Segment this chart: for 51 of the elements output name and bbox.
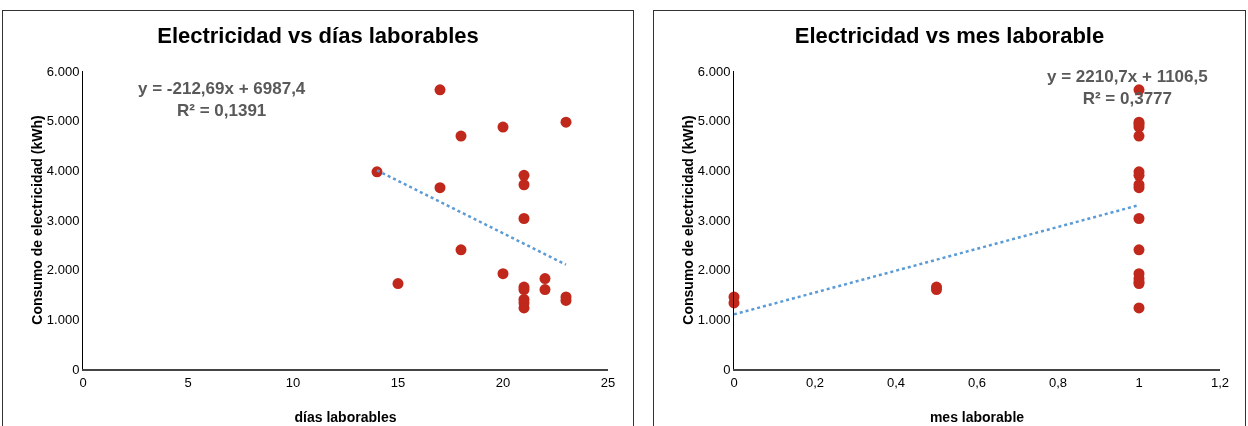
x-tick-label: 5 bbox=[184, 374, 192, 390]
annotation: R² = 0,3777 bbox=[1082, 89, 1173, 109]
y-tick-label: 0 bbox=[723, 361, 731, 377]
point bbox=[434, 182, 446, 194]
y-tick-label: 5.000 bbox=[697, 113, 731, 129]
x-tick-label: 0,8 bbox=[1048, 374, 1068, 390]
point bbox=[1133, 213, 1145, 225]
annotation: y = 2210,7x + 1106,5 bbox=[1047, 67, 1208, 86]
x-tick-label: 1,2 bbox=[1210, 374, 1230, 390]
x-tick-label: 1 bbox=[1135, 374, 1143, 390]
x-axis-title: días laborables bbox=[294, 409, 397, 425]
y-tick-label: 5.000 bbox=[46, 113, 80, 129]
x-tick-label: 25 bbox=[600, 374, 616, 390]
point bbox=[518, 179, 530, 191]
point bbox=[539, 273, 551, 285]
x-tick-label: 20 bbox=[495, 374, 511, 390]
x-tick-label: 0,2 bbox=[805, 374, 825, 390]
x-tick-label: 15 bbox=[390, 374, 406, 390]
y-tick-label: 4.000 bbox=[46, 162, 80, 178]
point bbox=[434, 84, 446, 96]
y-axis-title: Consumo de electricidad (kWh) bbox=[679, 115, 696, 325]
y-tick-label: 6.000 bbox=[46, 63, 80, 79]
point bbox=[539, 284, 551, 296]
annotation: R² = 0,1391 bbox=[177, 101, 267, 121]
chart-title: Electricidad vs días laborables bbox=[157, 23, 479, 49]
point bbox=[560, 116, 572, 128]
point bbox=[497, 268, 509, 280]
y-tick-label: 6.000 bbox=[697, 63, 731, 79]
y-axis-title: Consumo de electricidad (kWh) bbox=[28, 115, 45, 325]
point bbox=[518, 213, 530, 225]
y-tick-label: 2.000 bbox=[46, 262, 80, 278]
point bbox=[392, 278, 404, 290]
y-tick-label: 0 bbox=[72, 361, 80, 377]
y-tick-label: 2.000 bbox=[697, 262, 731, 278]
x-tick-label: 0,6 bbox=[967, 374, 987, 390]
y-tick-label: 1.000 bbox=[46, 311, 80, 327]
point bbox=[455, 130, 467, 142]
y-tick-label: 1.000 bbox=[697, 311, 731, 327]
annotation: y = -212,69x + 6987,4 bbox=[138, 79, 306, 98]
point bbox=[497, 121, 509, 133]
x-tick-label: 0,4 bbox=[886, 374, 906, 390]
point bbox=[1133, 302, 1145, 314]
y-tick-label: 4.000 bbox=[697, 162, 731, 178]
point bbox=[1133, 244, 1145, 256]
x-axis-title: mes laborable bbox=[929, 409, 1025, 425]
point bbox=[455, 244, 467, 256]
point bbox=[518, 169, 530, 181]
x-tick-label: 10 bbox=[285, 374, 301, 390]
y-tick-label: 3.000 bbox=[697, 212, 731, 228]
y-tick-label: 3.000 bbox=[46, 212, 80, 228]
chart-title: Electricidad vs mes laborable bbox=[794, 23, 1105, 49]
